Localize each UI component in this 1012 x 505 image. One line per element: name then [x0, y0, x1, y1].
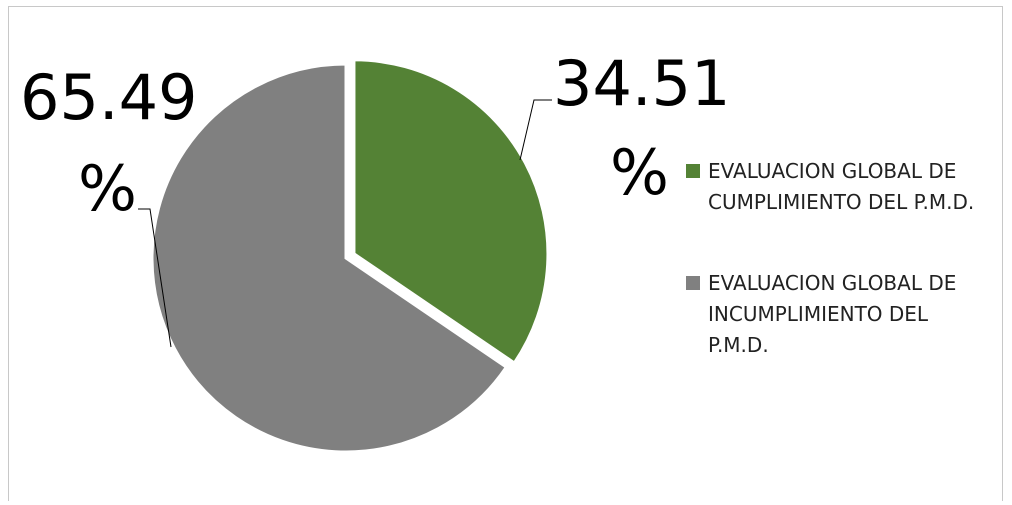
data-label-2-value: 65.49 — [20, 61, 198, 134]
legend-label-1-line-2: CUMPLIMIENTO DEL P.M.D. — [708, 190, 974, 214]
data-label-1-unit: % — [610, 136, 669, 209]
legend-label-1-line-1: EVALUACION GLOBAL DE — [708, 159, 956, 183]
chart-frame — [8, 6, 1003, 501]
legend-label-2-line-2: INCUMPLIMIENTO DEL — [708, 302, 929, 326]
pie-slice-2 — [150, 62, 509, 454]
data-label-1-value: 34.51 — [553, 47, 731, 120]
pie-slice-1 — [352, 58, 550, 366]
leader-line-2 — [138, 208, 172, 348]
legend-swatch-2 — [686, 276, 700, 290]
legend-label-2-line-1: EVALUACION GLOBAL DE — [708, 271, 956, 295]
data-label-2-unit: % — [78, 152, 137, 225]
legend-swatch-1 — [686, 164, 700, 178]
leader-line-1 — [519, 99, 552, 161]
legend-label-2-line-3: P.M.D. — [708, 333, 769, 357]
